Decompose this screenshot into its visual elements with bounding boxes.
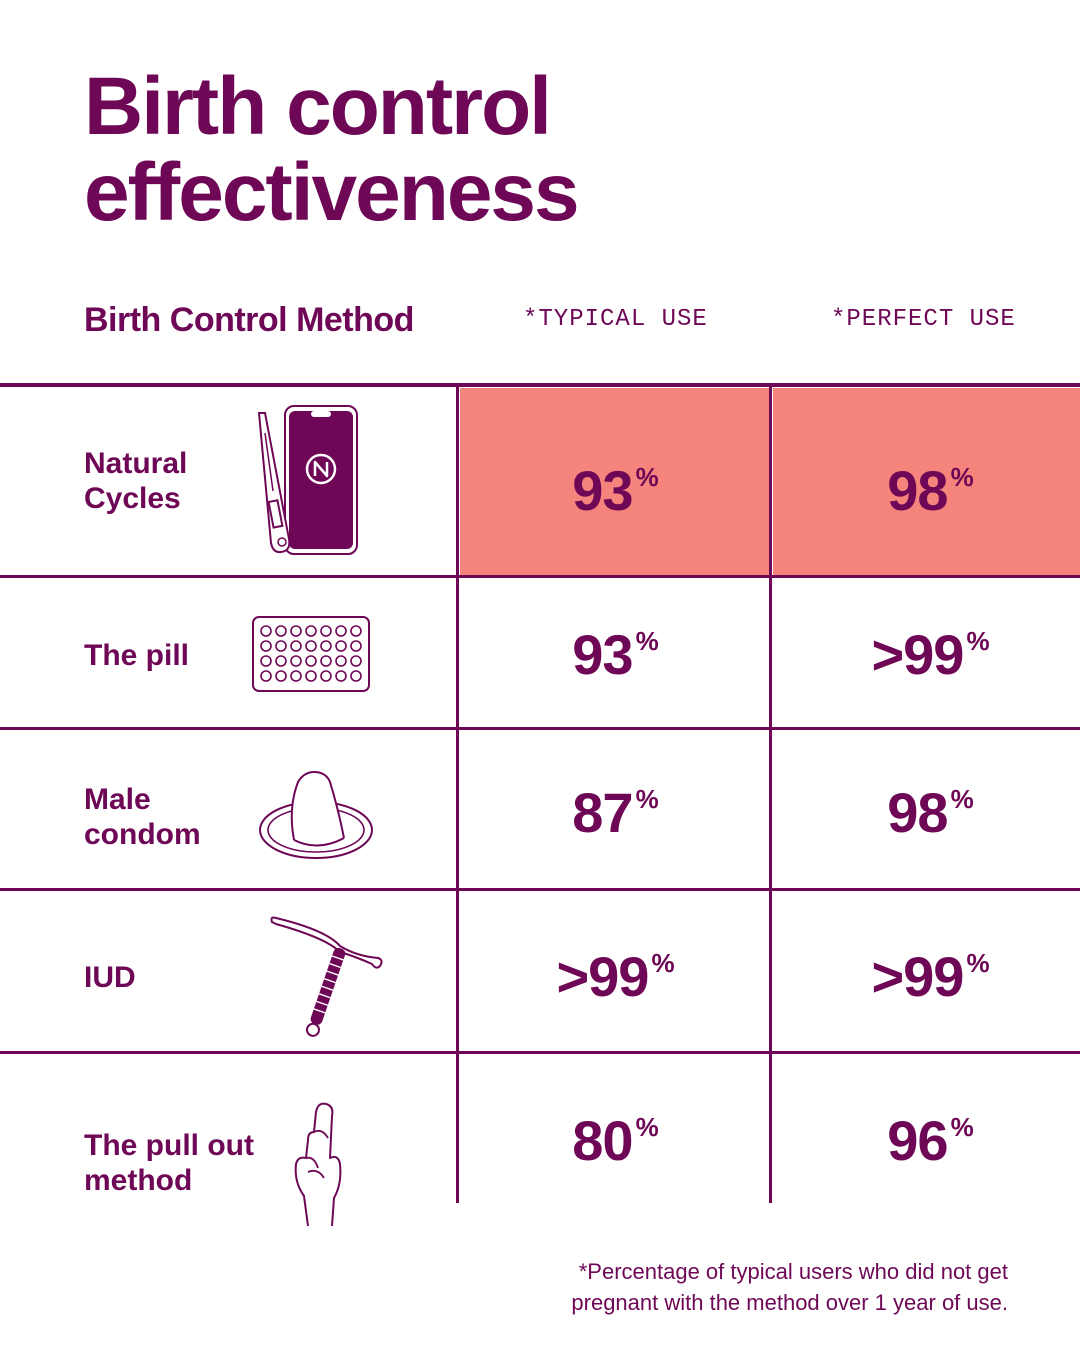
typical-use-value: >99%: [556, 945, 674, 1008]
column-header-perfect-use: *PERFECT USE: [831, 306, 1016, 333]
percent-sign: %: [950, 1112, 974, 1142]
method-name: Male condom: [84, 783, 201, 851]
column-header-method: Birth Control Method: [84, 301, 414, 339]
percent-sign: %: [966, 948, 989, 978]
percent-sign: %: [651, 948, 674, 978]
method-name: IUD: [84, 961, 136, 994]
pill-dot: [335, 640, 347, 652]
column-divider: [456, 383, 459, 1203]
pill-dot: [290, 670, 302, 682]
percent-sign: %: [635, 1112, 659, 1142]
pill-dot: [320, 640, 332, 652]
footnote-line-1: *Percentage of typical users who did not…: [578, 1259, 1008, 1284]
pill-dot: [260, 640, 272, 652]
pill-dot: [350, 655, 362, 667]
percent-sign: %: [950, 784, 974, 814]
table-rule: [0, 575, 1080, 578]
perfect-use-value: 98%: [887, 459, 974, 522]
phone-thermometer-icon: [257, 405, 358, 555]
perfect-use-value: 98%: [887, 781, 974, 844]
table-rule: [0, 727, 1080, 730]
pill-dot: [335, 655, 347, 667]
perfect-use-value: 96%: [887, 1109, 974, 1172]
pill-dot: [275, 670, 287, 682]
method-name: The pill: [84, 639, 189, 672]
typical-use-value: 80%: [572, 1109, 659, 1172]
pill-dot: [305, 625, 317, 637]
pill-dot: [290, 625, 302, 637]
perfect-use-value: >99%: [871, 945, 989, 1008]
pill-dot: [260, 655, 272, 667]
percent-sign: %: [635, 626, 659, 656]
pill-dot: [275, 640, 287, 652]
pill-dot: [260, 670, 272, 682]
pill-dot: [320, 655, 332, 667]
pill-dot: [320, 625, 332, 637]
footnote-line-2: pregnant with the method over 1 year of …: [571, 1290, 1008, 1315]
percent-sign: %: [635, 784, 659, 814]
pill-dot: [350, 625, 362, 637]
pill-dot: [290, 640, 302, 652]
iud-icon: [270, 916, 383, 1037]
pill-dot: [275, 655, 287, 667]
pill-dot: [275, 625, 287, 637]
table-rule: [0, 383, 1080, 387]
table-rule: [0, 1051, 1080, 1054]
typical-use-value: 93%: [572, 459, 659, 522]
percent-sign: %: [635, 462, 659, 492]
title-line-1: Birth control: [84, 61, 552, 152]
percent-sign: %: [966, 626, 989, 656]
title-line-2: effectiveness: [84, 147, 580, 238]
pill-dot: [335, 670, 347, 682]
method-name: The pull out method: [84, 1129, 254, 1197]
crossed-fingers-icon: [294, 1102, 342, 1227]
pill-dot: [305, 670, 317, 682]
footnote: *Percentage of typical users who did not…: [571, 1256, 1008, 1318]
pill-dot: [290, 655, 302, 667]
pill-dot: [305, 640, 317, 652]
column-divider: [769, 383, 772, 1203]
pill-dot: [320, 670, 332, 682]
pill-dot: [335, 625, 347, 637]
perfect-use-value: >99%: [871, 623, 989, 686]
method-name: Natural Cycles: [84, 447, 188, 515]
pill-dot: [305, 655, 317, 667]
condom-icon: [259, 770, 373, 859]
highlight-cell-perfect: [773, 388, 1080, 576]
pill-dot: [350, 640, 362, 652]
pill-dot: [260, 625, 272, 637]
highlight-cell-typical: [460, 388, 770, 576]
typical-use-value: 93%: [572, 623, 659, 686]
column-header-typical-use: *TYPICAL USE: [523, 306, 708, 333]
pill-dot: [350, 670, 362, 682]
table-rule: [0, 888, 1080, 891]
typical-use-value: 87%: [572, 781, 659, 844]
pill-pack-icon: [252, 616, 370, 692]
percent-sign: %: [950, 462, 974, 492]
page-title: Birth control effectiveness: [84, 61, 580, 238]
